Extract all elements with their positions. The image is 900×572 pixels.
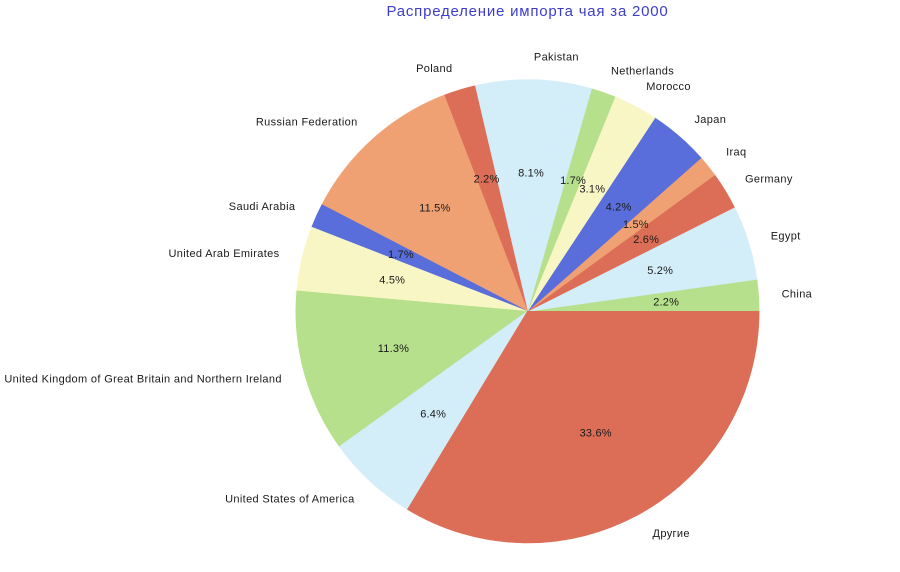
svg-text:Другие: Другие — [653, 528, 690, 540]
svg-text:1.7%: 1.7% — [560, 175, 586, 187]
svg-text:Egypt: Egypt — [771, 230, 801, 242]
svg-text:Распределение импорта чая за 2: Распределение импорта чая за 2000 — [386, 3, 668, 20]
svg-text:33.6%: 33.6% — [580, 427, 612, 439]
svg-text:1.7%: 1.7% — [388, 249, 414, 261]
svg-text:Poland: Poland — [416, 63, 452, 75]
svg-text:3.1%: 3.1% — [579, 183, 605, 195]
svg-text:Morocco: Morocco — [646, 81, 691, 93]
svg-text:Saudi Arabia: Saudi Arabia — [229, 201, 296, 213]
svg-text:11.3%: 11.3% — [378, 343, 409, 355]
svg-text:Japan: Japan — [694, 114, 726, 126]
svg-text:11.5%: 11.5% — [419, 203, 450, 215]
svg-text:United Kingdom of Great Britai: United Kingdom of Great Britain and Nort… — [4, 374, 281, 386]
svg-text:5.2%: 5.2% — [647, 265, 673, 277]
svg-text:United Arab Emirates: United Arab Emirates — [169, 248, 280, 260]
svg-text:Russian Federation: Russian Federation — [256, 116, 358, 128]
svg-text:Pakistan: Pakistan — [534, 52, 579, 64]
svg-text:China: China — [782, 289, 813, 301]
svg-text:4.5%: 4.5% — [379, 275, 405, 287]
svg-text:United States of America: United States of America — [225, 493, 355, 505]
svg-text:Netherlands: Netherlands — [611, 66, 674, 78]
svg-text:2.2%: 2.2% — [653, 297, 679, 309]
svg-text:6.4%: 6.4% — [420, 408, 446, 420]
svg-text:2.6%: 2.6% — [633, 234, 659, 246]
svg-text:8.1%: 8.1% — [518, 167, 544, 179]
svg-text:1.5%: 1.5% — [623, 219, 649, 231]
svg-text:Germany: Germany — [745, 174, 793, 186]
svg-text:4.2%: 4.2% — [606, 201, 632, 213]
svg-text:Iraq: Iraq — [726, 147, 746, 159]
svg-text:2.2%: 2.2% — [474, 173, 500, 185]
